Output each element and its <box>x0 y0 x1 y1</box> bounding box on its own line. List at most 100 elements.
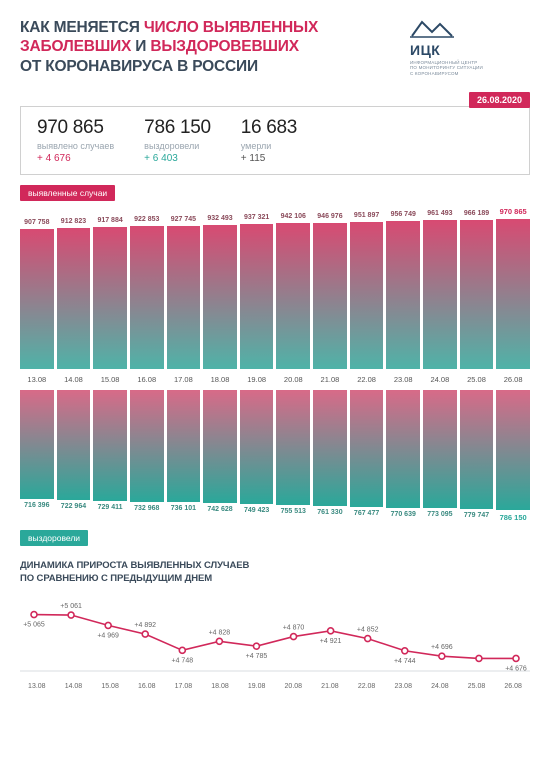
line-marker <box>328 628 334 634</box>
line-marker <box>439 653 445 659</box>
bar-rect <box>313 390 347 506</box>
bar-col: 956 749 <box>386 211 420 369</box>
bar-value: 749 423 <box>244 507 269 514</box>
stat-label: выздоровели <box>144 141 211 151</box>
header: КАК МЕНЯЕТСЯ ЧИСЛО ВЫЯВЛЕННЫХ ЗАБОЛЕВШИХ… <box>20 18 530 76</box>
bar-value: 956 749 <box>391 211 416 218</box>
bar-col: 951 897 <box>350 212 384 369</box>
bar-rect <box>167 226 201 369</box>
date-label: 13.08 <box>20 683 54 690</box>
date-label: 22.08 <box>350 683 384 690</box>
stat-value: 16 683 <box>241 117 297 139</box>
line-value-label: +4 785 <box>246 653 268 660</box>
bar-rect <box>93 227 127 369</box>
bar-col: 966 189 <box>460 210 494 369</box>
date-label: 22.08 <box>350 375 384 384</box>
bar-rect <box>313 223 347 369</box>
bar-value: 755 513 <box>281 508 306 515</box>
bar-rect <box>496 219 530 369</box>
linechart-title: ДИНАМИКА ПРИРОСТА ВЫЯВЛЕННЫХ СЛУЧАЕВ ПО … <box>20 560 530 585</box>
stat-label: выявлено случаев <box>37 141 114 151</box>
stat-delta: + 6 403 <box>144 153 211 164</box>
bar-value: 937 321 <box>244 214 269 221</box>
date-label: 18.08 <box>203 683 237 690</box>
bar-rect <box>57 390 91 500</box>
date-label: 13.08 <box>20 375 54 384</box>
date-label: 20.08 <box>276 683 310 690</box>
bar-value: 961 493 <box>427 210 452 217</box>
line-value-label: +4 744 <box>394 658 416 665</box>
bar-col: 722 964 <box>57 390 91 510</box>
logo-icon <box>410 18 454 40</box>
date-label: 15.08 <box>93 683 127 690</box>
title-fragment: КАК МЕНЯЕТСЯ <box>20 19 144 36</box>
bar-col: 749 423 <box>240 390 274 514</box>
title-accent: ВЫЗДОРОВЕВШИХ <box>150 38 299 55</box>
bar-value: 970 865 <box>500 207 527 216</box>
line-marker <box>513 655 519 661</box>
bar-col: 912 823 <box>57 218 91 369</box>
stat-label: умерли <box>241 141 297 151</box>
date-label: 21.08 <box>313 375 347 384</box>
date-label: 23.08 <box>386 375 420 384</box>
bar-col: 942 106 <box>276 213 310 369</box>
bar-col: 907 758 <box>20 219 54 369</box>
line-value-label: +4 870 <box>283 624 305 631</box>
bar-value: 927 745 <box>171 216 196 223</box>
logo-abbr: ИЦК <box>410 42 530 58</box>
line-value-label: +4 828 <box>209 629 231 636</box>
bar-rect <box>203 390 237 503</box>
bar-value: 951 897 <box>354 212 379 219</box>
bar-rect <box>350 390 384 507</box>
bar-value: 946 976 <box>317 213 342 220</box>
line-value-label: +4 676 <box>505 665 527 672</box>
bar-col: 946 976 <box>313 213 347 369</box>
line-value-label: +4 748 <box>172 657 194 664</box>
bar-value: 770 639 <box>391 511 416 518</box>
bar-col: 970 865 <box>496 207 530 369</box>
stat-cases: 970 865 выявлено случаев + 4 676 <box>37 117 114 164</box>
bar-col: 755 513 <box>276 390 310 515</box>
bar-col: 937 321 <box>240 214 274 369</box>
cases-badge: выявленные случаи <box>20 185 115 201</box>
date-label: 16.08 <box>130 683 164 690</box>
logo-block: ИЦК ИНФОРМАЦИОННЫЙ ЦЕНТР ПО МОНИТОРИНГУ … <box>410 18 530 76</box>
bar-value: 761 330 <box>317 509 342 516</box>
date-label: 15.08 <box>93 375 127 384</box>
date-label: 26.08 <box>496 375 530 384</box>
stats-box: 970 865 выявлено случаев + 4 676 786 150… <box>20 106 530 175</box>
bar-rect <box>423 390 457 508</box>
date-label: 24.08 <box>423 375 457 384</box>
bar-rect <box>20 390 54 499</box>
bar-rect <box>167 390 201 502</box>
date-label: 25.08 <box>460 375 494 384</box>
bar-rect <box>240 390 274 504</box>
line-marker <box>68 612 74 618</box>
line-value-label: +5 061 <box>60 603 82 610</box>
bar-col: 786 150 <box>496 390 530 522</box>
bar-col: 961 493 <box>423 210 457 369</box>
line-chart: +5 065+5 061+4 969+4 892+4 748+4 828+4 7… <box>20 591 530 681</box>
bar-rect <box>130 390 164 502</box>
bar-value: 922 853 <box>134 216 159 223</box>
bar-value: 773 095 <box>427 511 452 518</box>
infographic-page: КАК МЕНЯЕТСЯ ЧИСЛО ВЫЯВЛЕННЫХ ЗАБОЛЕВШИХ… <box>0 0 550 775</box>
bar-col: 773 095 <box>423 390 457 518</box>
bar-rect <box>93 390 127 501</box>
bar-rect <box>460 390 494 509</box>
bar-value: 716 396 <box>24 502 49 509</box>
line-marker <box>142 631 148 637</box>
line-marker <box>105 622 111 628</box>
date-badge: 26.08.2020 <box>469 92 530 108</box>
bar-value: 912 823 <box>61 218 86 225</box>
line-marker <box>476 655 482 661</box>
title-fragment: ОТ КОРОНАВИРУСА В РОССИИ <box>20 58 258 75</box>
bar-col: 729 411 <box>93 390 127 511</box>
line-marker <box>31 611 37 617</box>
bar-value: 767 477 <box>354 510 379 517</box>
date-label: 21.08 <box>313 683 347 690</box>
bar-col: 932 493 <box>203 215 237 369</box>
line-marker <box>253 643 259 649</box>
bar-rect <box>386 390 420 508</box>
cases-bar-chart: 907 758912 823917 884922 853927 745932 4… <box>20 207 530 522</box>
